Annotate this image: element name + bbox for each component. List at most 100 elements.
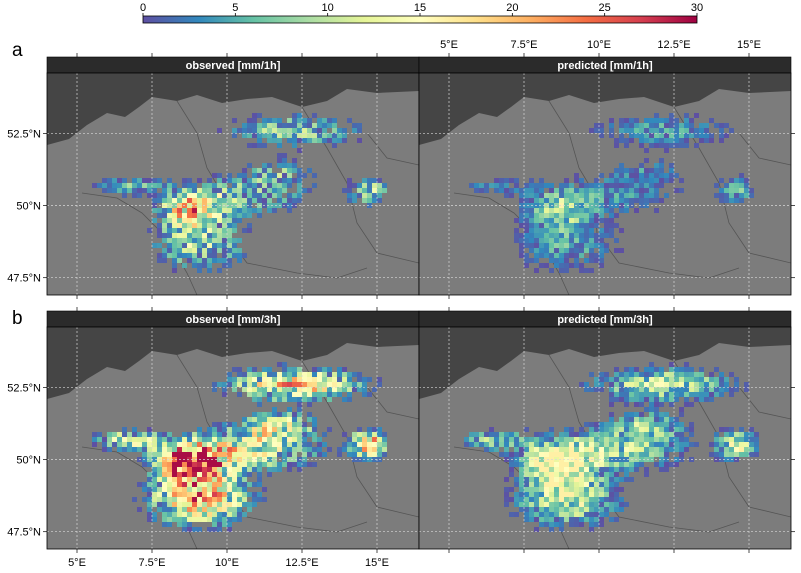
- rain-cell: [212, 258, 217, 263]
- rain-cell: [594, 123, 599, 128]
- rain-cell: [167, 467, 172, 472]
- rain-cell: [207, 502, 212, 507]
- rain-cell: [634, 437, 639, 442]
- rain-cell: [227, 432, 232, 437]
- rain-cell: [639, 437, 644, 442]
- rain-cell: [277, 362, 282, 367]
- rain-cell: [207, 228, 212, 233]
- rain-cell: [579, 193, 584, 198]
- rain-cell: [312, 387, 317, 392]
- rain-cell: [342, 447, 347, 452]
- rain-cell: [544, 183, 549, 188]
- rain-cell: [282, 412, 287, 417]
- rain-cell: [187, 203, 192, 208]
- rain-cell: [347, 397, 352, 402]
- rain-cell: [137, 178, 142, 183]
- rain-cell: [519, 447, 524, 452]
- rain-cell: [202, 432, 207, 437]
- rain-cell: [584, 492, 589, 497]
- rain-cell: [227, 502, 232, 507]
- rain-cell: [337, 128, 342, 133]
- rain-cell: [639, 382, 644, 387]
- rain-cell: [704, 387, 709, 392]
- rain-cell: [217, 472, 222, 477]
- rain-cell: [152, 183, 157, 188]
- rain-cell: [222, 392, 227, 397]
- rain-cell: [719, 392, 724, 397]
- rain-cell: [569, 432, 574, 437]
- rain-cell: [534, 517, 539, 522]
- rain-cell: [549, 492, 554, 497]
- rain-cell: [227, 482, 232, 487]
- rain-cell: [362, 442, 367, 447]
- rain-cell: [634, 188, 639, 193]
- rain-cell: [202, 472, 207, 477]
- rain-cell: [584, 517, 589, 522]
- rain-cell: [549, 238, 554, 243]
- rain-cell: [519, 507, 524, 512]
- rain-cell: [574, 502, 579, 507]
- rain-cell: [669, 178, 674, 183]
- rain-cell: [322, 432, 327, 437]
- rain-cell: [247, 447, 252, 452]
- rain-cell: [614, 422, 619, 427]
- rain-cell: [272, 208, 277, 213]
- rain-cell: [262, 412, 267, 417]
- rain-cell: [514, 512, 519, 517]
- rain-cell: [529, 462, 534, 467]
- rain-cell: [232, 203, 237, 208]
- rain-cell: [604, 457, 609, 462]
- rain-cell: [619, 173, 624, 178]
- rain-cell: [167, 447, 172, 452]
- rain-cell: [649, 392, 654, 397]
- rain-cell: [252, 178, 257, 183]
- rain-cell: [192, 183, 197, 188]
- rain-cell: [604, 193, 609, 198]
- rain-cell: [634, 397, 639, 402]
- rain-cell: [177, 223, 182, 228]
- rain-cell: [554, 223, 559, 228]
- rain-cell: [604, 218, 609, 223]
- rain-cell: [614, 507, 619, 512]
- rain-cell: [237, 253, 242, 258]
- rain-cell: [609, 502, 614, 507]
- rain-cell: [544, 477, 549, 482]
- rain-cell: [559, 193, 564, 198]
- rain-cell: [654, 437, 659, 442]
- rain-cell: [332, 143, 337, 148]
- rain-cell: [564, 248, 569, 253]
- lat-tick-label: 47.5°N: [7, 527, 41, 539]
- rain-cell: [362, 377, 367, 382]
- rain-cell: [122, 188, 127, 193]
- rain-cell: [212, 517, 217, 522]
- rain-cell: [504, 457, 509, 462]
- rain-cell: [539, 477, 544, 482]
- rain-cell: [272, 467, 277, 472]
- rain-cell: [614, 193, 619, 198]
- rain-cell: [724, 437, 729, 442]
- rain-cell: [654, 402, 659, 407]
- rain-cell: [382, 452, 387, 457]
- rain-cell: [729, 392, 734, 397]
- rain-cell: [614, 437, 619, 442]
- rain-cell: [192, 263, 197, 268]
- rain-cell: [337, 377, 342, 382]
- rain-cell: [744, 188, 749, 193]
- rain-cell: [499, 437, 504, 442]
- rain-cell: [272, 397, 277, 402]
- rain-cell: [292, 198, 297, 203]
- rain-cell: [292, 457, 297, 462]
- rain-cell: [302, 392, 307, 397]
- rain-cell: [559, 203, 564, 208]
- rain-cell: [594, 427, 599, 432]
- rain-cell: [589, 218, 594, 223]
- rain-cell: [474, 437, 479, 442]
- rain-cell: [644, 437, 649, 442]
- rain-cell: [272, 437, 277, 442]
- rain-cell: [624, 203, 629, 208]
- rain-cell: [469, 442, 474, 447]
- rain-cell: [594, 467, 599, 472]
- rain-cell: [679, 143, 684, 148]
- rain-cell: [342, 397, 347, 402]
- rain-cell: [634, 183, 639, 188]
